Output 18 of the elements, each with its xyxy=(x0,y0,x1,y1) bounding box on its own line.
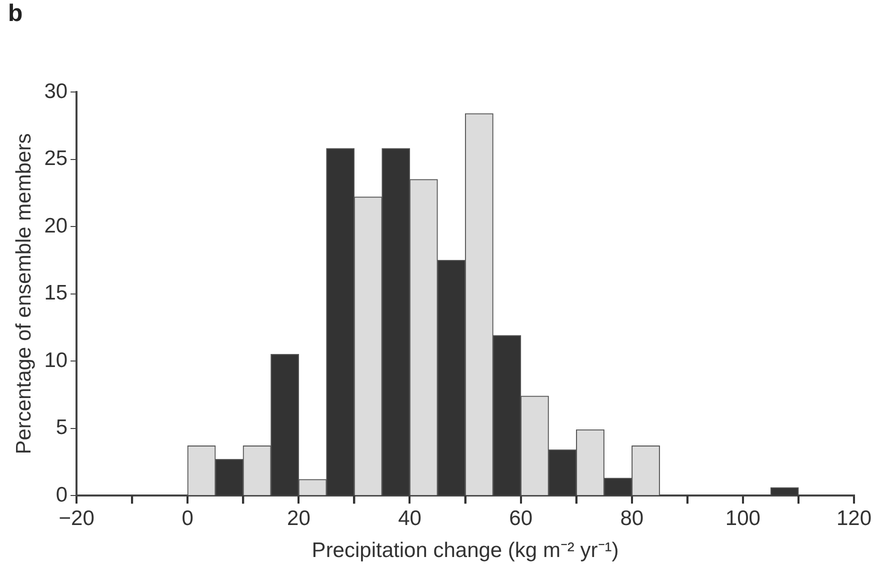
y-tick-label: 25 xyxy=(44,147,68,170)
y-axis-title: Percentage of ensemble members xyxy=(12,133,36,454)
y-tick-label: 30 xyxy=(44,80,68,103)
y-tick-label: 10 xyxy=(44,348,68,372)
x-tick-label: 0 xyxy=(182,506,194,530)
y-tick-label: 20 xyxy=(44,214,68,238)
x-tick-label: 80 xyxy=(620,506,644,530)
y-tick-label: 5 xyxy=(56,416,68,440)
x-tick-label: 60 xyxy=(509,506,532,530)
x-axis-title: Precipitation change (kg m⁻² yr⁻¹) xyxy=(312,539,619,562)
y-tick-label: 15 xyxy=(44,282,68,305)
x-tick-label: 100 xyxy=(725,506,760,530)
x-tick-label: 120 xyxy=(836,506,872,530)
x-tick-label: 20 xyxy=(287,506,310,530)
x-tick-label: −20 xyxy=(58,506,94,530)
text: b xyxy=(8,0,23,28)
x-tick-label: 40 xyxy=(398,506,422,530)
y-tick-label: 0 xyxy=(56,483,68,506)
